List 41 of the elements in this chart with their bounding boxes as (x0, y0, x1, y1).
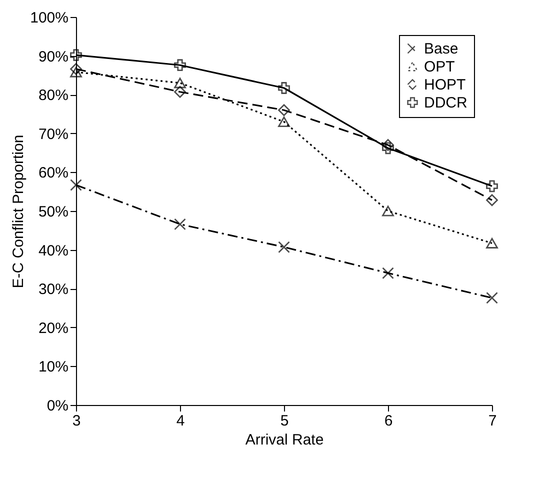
point (174, 59, 186, 72)
point (486, 292, 498, 304)
y-tick-label: 10% (38, 358, 68, 376)
point (278, 82, 290, 94)
point (174, 218, 186, 230)
y-axis-title: E-C Conflict Proportion (10, 134, 28, 288)
y-tick-label: 60% (38, 164, 68, 182)
y-tick-label: 70% (38, 126, 68, 143)
x-tick-label: 6 (384, 412, 393, 430)
x-tick-label: 5 (280, 412, 289, 430)
point (174, 86, 186, 98)
legend-label: Base (424, 40, 458, 58)
y-tick-label: 20% (38, 320, 68, 337)
x-tick-label: 3 (72, 412, 81, 430)
y-tick-label: 30% (38, 281, 68, 298)
legend-label: DDCR (424, 94, 468, 112)
y-tick-label: 40% (38, 242, 68, 260)
point (486, 180, 498, 192)
y-tick-label: 100% (30, 10, 68, 26)
point (278, 104, 290, 116)
y-tick-label: 80% (38, 87, 68, 104)
point (70, 179, 82, 191)
y-tick-label: 0% (46, 398, 68, 414)
point (70, 66, 82, 78)
point (70, 63, 82, 75)
point (382, 206, 394, 216)
point (486, 238, 498, 248)
x-tick-label: 4 (176, 412, 185, 430)
point (382, 267, 394, 280)
point (278, 241, 290, 254)
point (174, 78, 186, 88)
x-axis-title: Arrival Rate (245, 432, 324, 448)
y-tick-label: 50% (38, 204, 68, 220)
legend-label: HOPT (424, 76, 466, 94)
point (382, 142, 394, 154)
x-tick-label: 7 (488, 412, 497, 430)
point (278, 116, 290, 127)
legend-label: OPT (424, 58, 455, 76)
point (382, 139, 394, 151)
point (486, 194, 498, 206)
y-tick-label: 90% (38, 48, 68, 66)
